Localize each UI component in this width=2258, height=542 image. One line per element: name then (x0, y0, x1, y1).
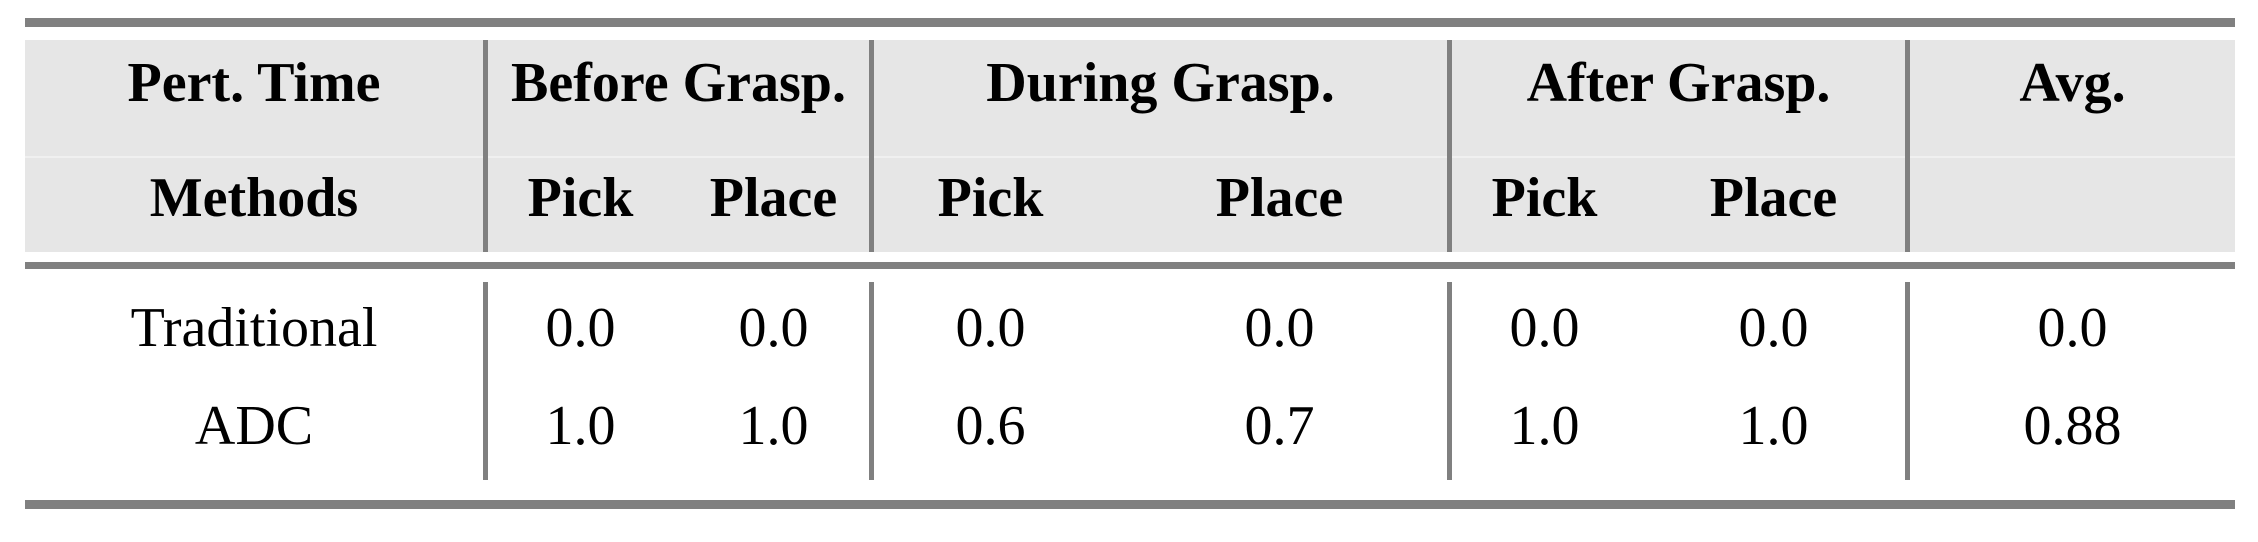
table-row: ADC (194, 395, 314, 457)
column-group-rule-4 (1905, 40, 1910, 252)
header-after-place: Place (1709, 167, 1838, 229)
cell-adc-avg: 0.88 (2023, 395, 2122, 457)
table-bottom-rule (25, 500, 2235, 509)
header-after-pick: Pick (1491, 167, 1598, 229)
header-before-pick: Pick (527, 167, 634, 229)
header-group-after-grasp: After Grasp. (1526, 52, 1831, 114)
header-group-during-grasp: During Grasp. (986, 52, 1335, 114)
header-group-avg: Avg. (2019, 52, 2126, 114)
cell-traditional-before-place: 0.0 (738, 297, 809, 359)
header-during-pick: Pick (937, 167, 1044, 229)
cell-traditional-during-pick: 0.0 (955, 297, 1026, 359)
header-subrow-divider (25, 156, 2235, 158)
cell-adc-during-pick: 0.6 (955, 395, 1026, 457)
body-column-group-rule-4 (1905, 282, 1910, 480)
header-method-label-line1: Pert. Time (127, 52, 381, 114)
body-column-group-rule-2 (869, 282, 874, 480)
cell-traditional-after-pick: 0.0 (1509, 297, 1580, 359)
header-during-place: Place (1215, 167, 1344, 229)
cell-traditional-during-place: 0.0 (1244, 297, 1315, 359)
table-row: Traditional (130, 297, 378, 359)
cell-adc-after-place: 1.0 (1738, 395, 1809, 457)
cell-adc-during-place: 0.7 (1244, 395, 1315, 457)
cell-traditional-after-place: 0.0 (1738, 297, 1809, 359)
header-method-label-line2: Methods (149, 167, 359, 229)
column-group-rule-3 (1447, 40, 1452, 252)
cell-adc-before-pick: 1.0 (545, 395, 616, 457)
header-before-place: Place (709, 167, 838, 229)
cell-traditional-before-pick: 0.0 (545, 297, 616, 359)
column-group-rule-1 (483, 40, 488, 252)
header-group-before-grasp: Before Grasp. (511, 52, 846, 114)
table-top-rule (25, 18, 2235, 27)
cell-adc-after-pick: 1.0 (1509, 395, 1580, 457)
body-column-group-rule-3 (1447, 282, 1452, 480)
table-mid-rule (25, 262, 2235, 269)
table-header-band (25, 40, 2235, 252)
column-group-rule-2 (869, 40, 874, 252)
body-column-group-rule-1 (483, 282, 488, 480)
cell-adc-before-place: 1.0 (738, 395, 809, 457)
cell-traditional-avg: 0.0 (2037, 297, 2108, 359)
